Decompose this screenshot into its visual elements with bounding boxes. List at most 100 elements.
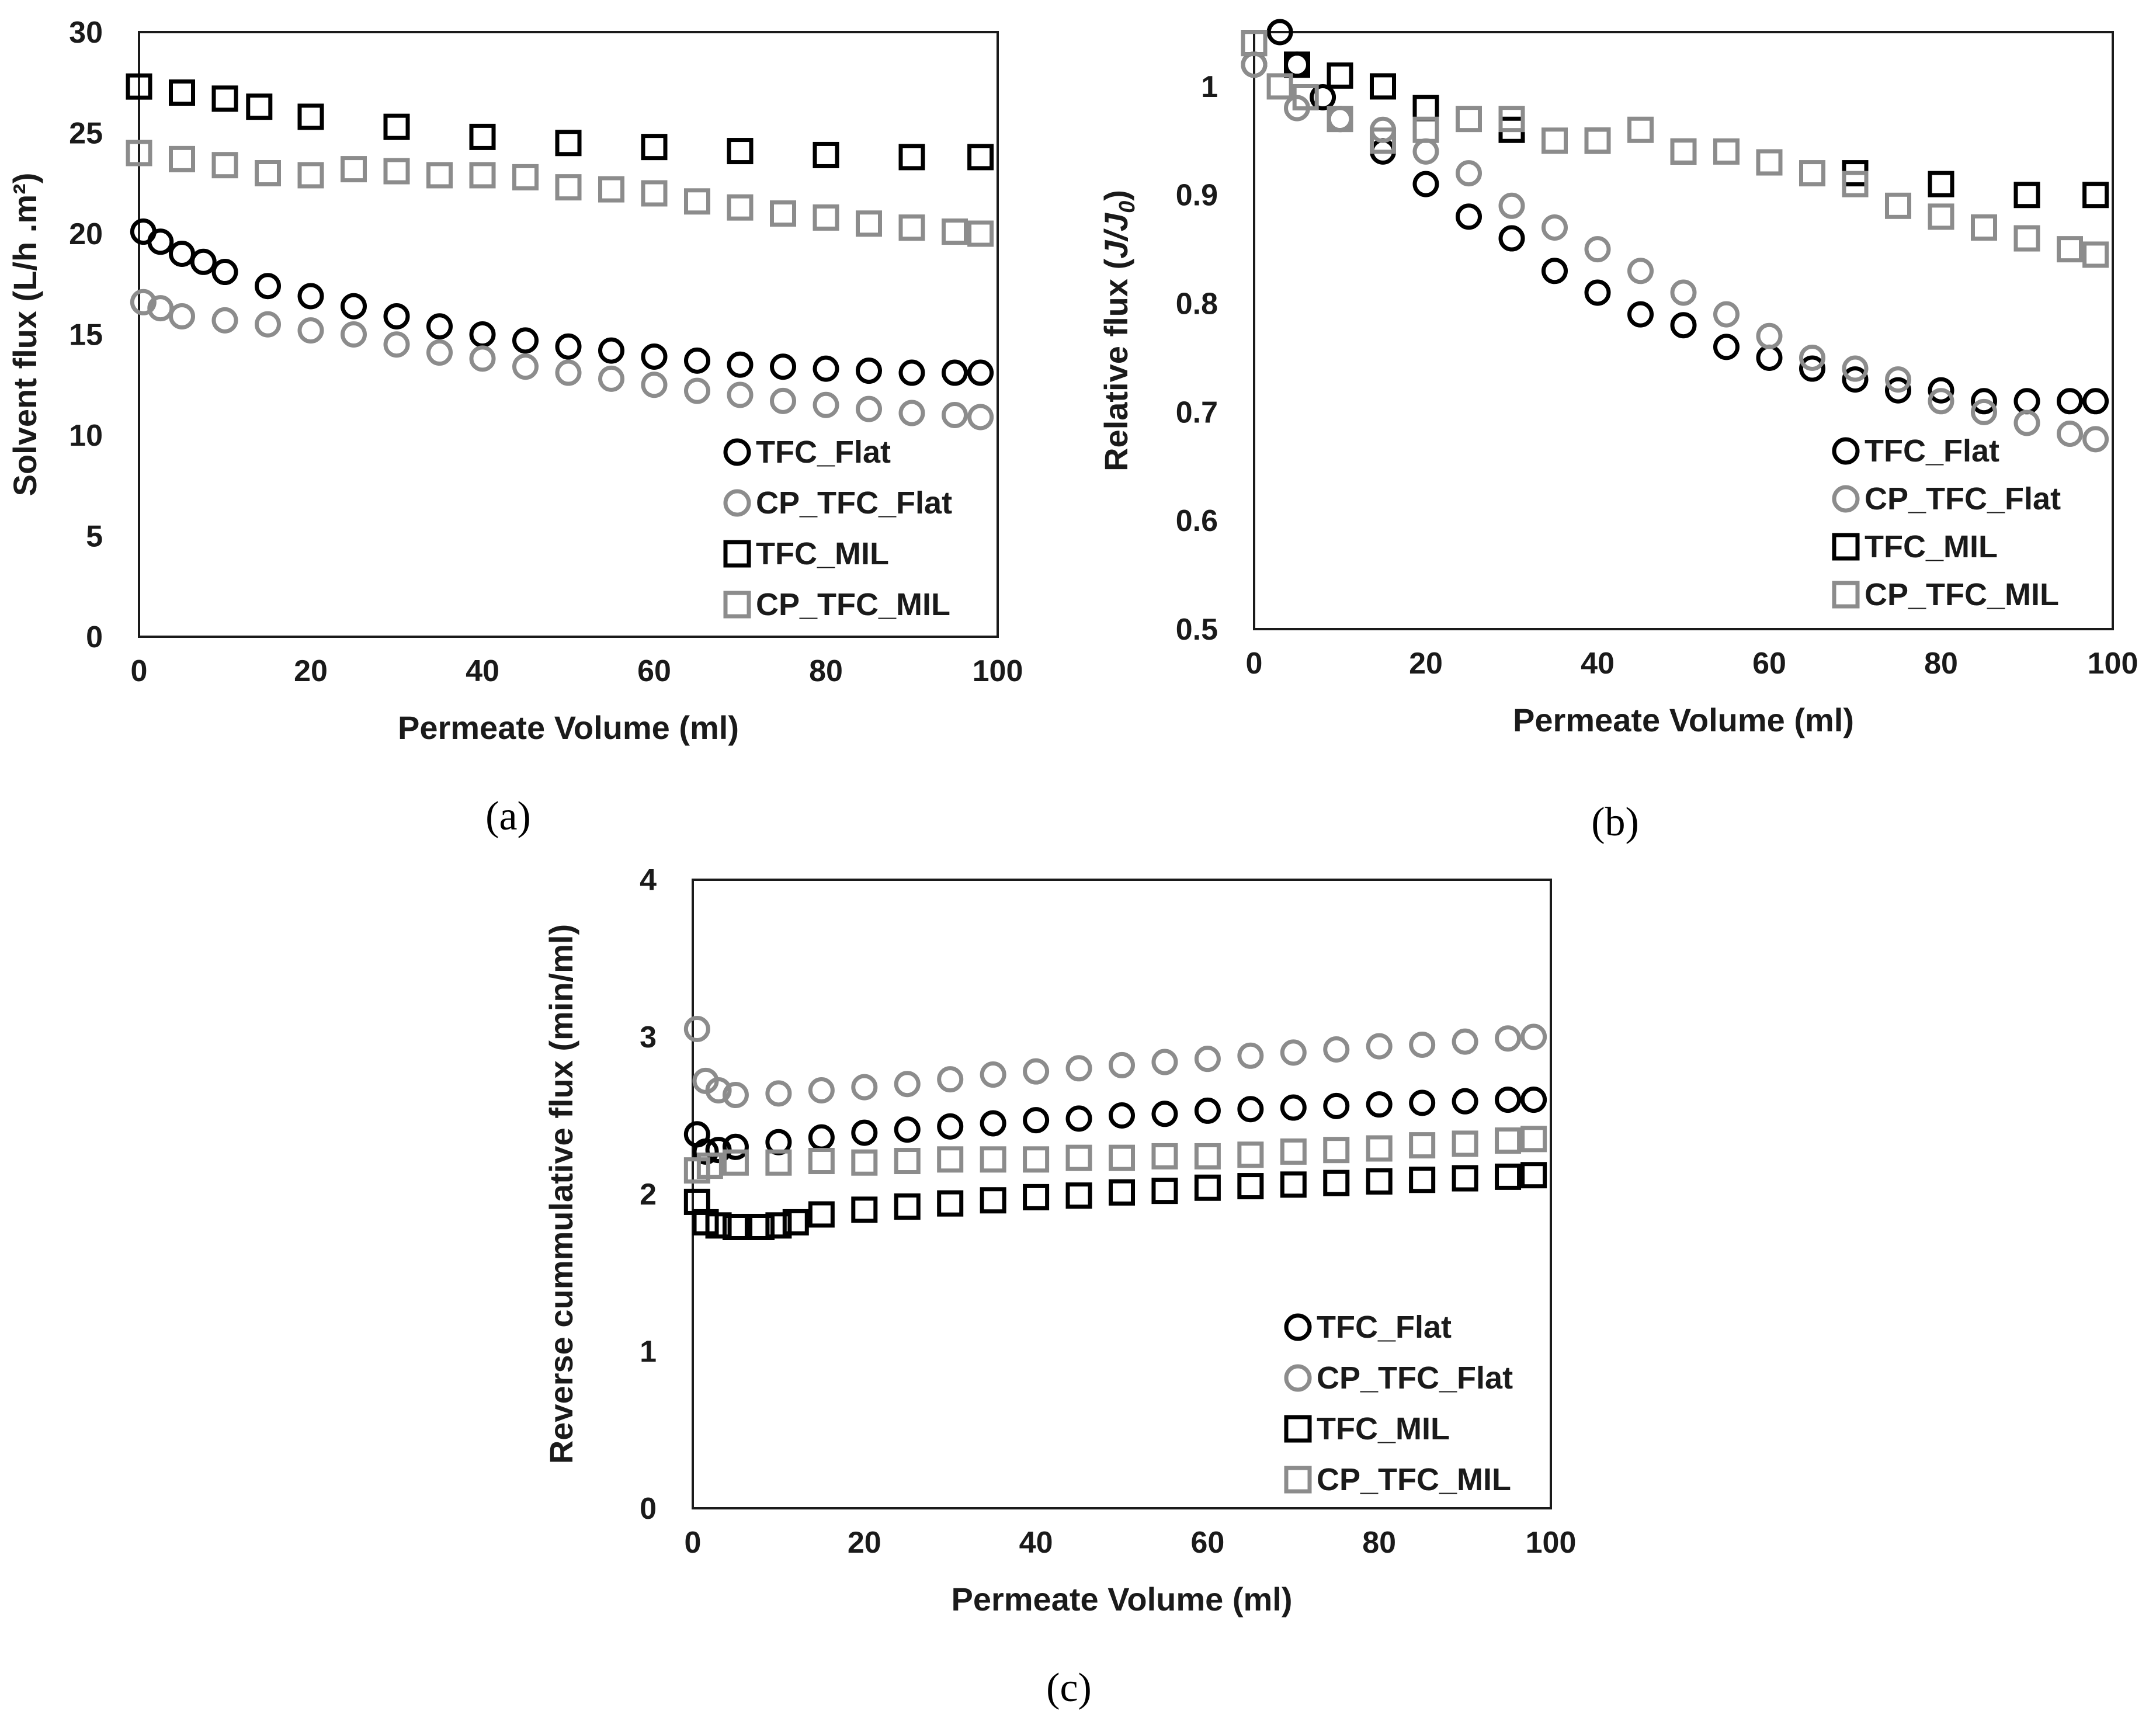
data-point <box>684 347 710 374</box>
data-point <box>1237 1042 1264 1069</box>
y-tick-label: 30 <box>69 16 103 50</box>
data-point <box>765 1212 792 1239</box>
data-point <box>1109 1144 1135 1171</box>
data-point <box>1971 214 1997 241</box>
y-tick-label: 1 <box>640 1335 657 1369</box>
data-point <box>1366 1091 1393 1118</box>
legend-label: TFC_MIL <box>756 536 889 571</box>
data-point <box>641 180 668 207</box>
data-point <box>1370 127 1396 154</box>
data-point <box>1366 1135 1393 1162</box>
data-point <box>692 1138 719 1165</box>
data-point <box>1713 301 1740 328</box>
data-point <box>1799 344 1825 371</box>
data-point <box>722 1082 749 1109</box>
data-point <box>1799 160 1825 187</box>
series-cp-tfc-flat <box>683 1016 1547 1109</box>
data-point <box>1109 1051 1135 1078</box>
x-tick-label: 40 <box>466 654 499 688</box>
data-point <box>1520 1162 1547 1189</box>
data-point <box>770 353 796 380</box>
data-point <box>856 358 882 384</box>
data-point <box>942 402 968 428</box>
data-point <box>856 210 882 237</box>
series-tfc-mil <box>126 73 994 171</box>
data-point <box>1495 1087 1522 1113</box>
data-point <box>169 79 195 106</box>
legend-marker <box>723 591 751 619</box>
chart-panel-3: 0 20 40 60 80 100 0 1 2 3 4 Permeate Volume (ml) Rev… <box>543 863 1576 1710</box>
data-point <box>1327 62 1353 89</box>
legend-label: CP_TFC_Flat <box>756 485 952 520</box>
data-point <box>1323 1092 1350 1119</box>
x-tick-label: 100 <box>973 654 1023 688</box>
data-point <box>126 140 152 166</box>
data-point <box>770 387 796 414</box>
data-point <box>696 1153 723 1179</box>
data-point <box>130 289 157 315</box>
data-point <box>246 93 273 120</box>
data-point <box>1456 203 1482 230</box>
data-point <box>1452 1165 1478 1192</box>
data-point <box>813 355 839 382</box>
data-point <box>1799 355 1825 382</box>
data-point <box>1194 1143 1221 1169</box>
data-point <box>2057 236 2083 263</box>
data-point <box>1280 1138 1307 1165</box>
data-point <box>1151 1143 1178 1169</box>
data-point <box>727 138 754 165</box>
data-point <box>169 145 195 172</box>
data-point <box>851 1196 878 1223</box>
y-tick-label: 25 <box>69 117 103 151</box>
data-point <box>722 1133 749 1160</box>
x-tick-label: 0 <box>685 1526 702 1560</box>
legend-label: TFC_MIL <box>1865 529 1998 564</box>
data-point <box>297 103 324 130</box>
data-point <box>765 1149 792 1176</box>
data-point <box>898 400 925 426</box>
data-point <box>1584 236 1611 263</box>
data-point <box>1241 30 1268 57</box>
data-point <box>1412 171 1439 197</box>
data-point <box>2013 225 2040 252</box>
data-point <box>851 1074 878 1101</box>
data-point <box>641 343 668 370</box>
data-point <box>980 1146 1006 1173</box>
legend-marker <box>1284 1313 1312 1341</box>
data-point <box>813 204 839 231</box>
legend-label: TFC_Flat <box>756 435 891 470</box>
data-point <box>211 259 238 286</box>
data-point <box>1280 1039 1307 1066</box>
x-tick-label: 0 <box>131 654 148 688</box>
x-axis-title: Permeate Volume (ml) <box>398 709 739 746</box>
legend-label: TFC_MIL <box>1317 1411 1450 1446</box>
data-point <box>1237 1096 1264 1123</box>
y-axis-title: Solvent flux (L/h .m²) <box>6 173 43 497</box>
data-point <box>851 1119 878 1146</box>
data-point <box>727 194 754 221</box>
y-tick-label: 0 <box>640 1492 657 1526</box>
data-point <box>1280 1094 1307 1121</box>
data-point <box>2013 409 2040 436</box>
plot-area <box>1253 31 2114 630</box>
legend-label: CP_TFC_MIL <box>1317 1462 1511 1497</box>
data-point <box>1498 106 1525 133</box>
legend-marker <box>1832 533 1860 561</box>
series-tfc-mil <box>683 1162 1547 1240</box>
data-point <box>1292 84 1319 110</box>
data-point <box>894 1116 921 1143</box>
y-tick-label: 5 <box>86 520 103 554</box>
data-point <box>813 391 839 418</box>
data-point <box>942 359 968 386</box>
data-point <box>255 160 281 186</box>
data-point <box>641 372 668 398</box>
data-point <box>898 144 925 171</box>
data-point <box>808 1201 835 1228</box>
data-point <box>1842 171 1869 197</box>
legend-marker <box>1832 437 1860 465</box>
data-point <box>2082 241 2109 268</box>
data-point <box>937 1113 964 1140</box>
data-point <box>727 381 754 408</box>
data-point <box>383 158 410 185</box>
data-point <box>1520 1126 1547 1153</box>
